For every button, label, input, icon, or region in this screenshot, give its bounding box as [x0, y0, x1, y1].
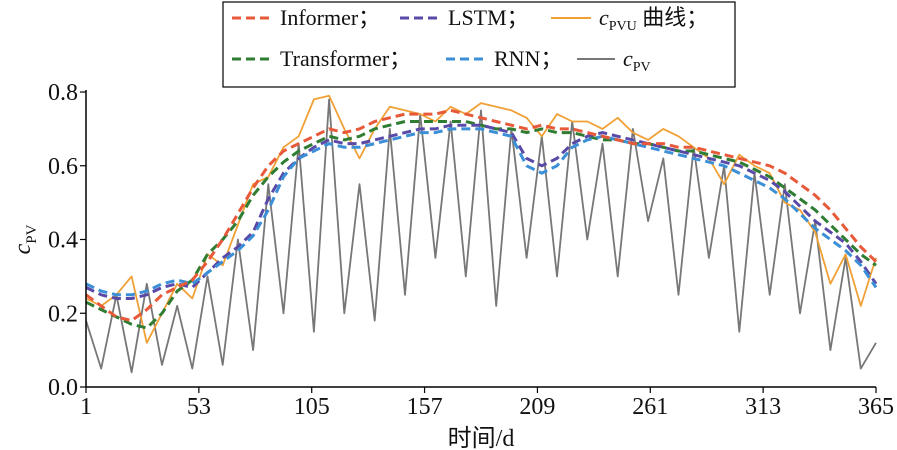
x-tick-label: 105 — [294, 394, 330, 420]
x-tick-label: 209 — [519, 394, 555, 420]
legend-label-0: Informer； — [280, 5, 380, 30]
legend-label-1: LSTM； — [448, 5, 529, 30]
plot-lines — [85, 94, 878, 374]
series-line-4 — [85, 127, 878, 297]
x-tick-label: 365 — [858, 394, 894, 420]
y-tick-label: 0.6 — [48, 154, 78, 180]
series-line-2 — [85, 94, 877, 344]
series-line-0 — [85, 108, 878, 323]
legend: Informer； LSTM； cPVU 曲线； Transformer； RNN； cP… — [222, 1, 736, 88]
legend-label-2: cPVU 曲线； — [599, 5, 708, 34]
axes: 0.0 0.2 0.4 0.6 0.8 1 53 105 157 209 261 313 365 时间/d… — [10, 80, 894, 450]
y-tick-label: 0.0 — [48, 375, 78, 401]
x-tick-label: 313 — [745, 394, 781, 420]
x-axis-title: 时间/d — [448, 425, 515, 450]
series-line-1 — [85, 123, 878, 300]
x-tick-label: 261 — [632, 394, 668, 420]
legend-label-5: cPV — [623, 46, 651, 75]
y-tick-label: 0.8 — [48, 80, 78, 106]
legend-box — [222, 1, 736, 88]
y-tick-label: 0.4 — [48, 228, 78, 254]
legend-label-3: Transformer； — [280, 46, 411, 71]
y-axis-title: cPV — [10, 224, 40, 254]
legend-label-4: RNN； — [494, 46, 562, 71]
x-tick-label: 53 — [187, 394, 211, 420]
y-tick-label: 0.2 — [48, 301, 78, 327]
x-tick-label: 1 — [80, 394, 92, 420]
x-tick-label: 157 — [407, 394, 443, 420]
series-line-3 — [85, 120, 877, 330]
series-line-5 — [85, 98, 877, 374]
